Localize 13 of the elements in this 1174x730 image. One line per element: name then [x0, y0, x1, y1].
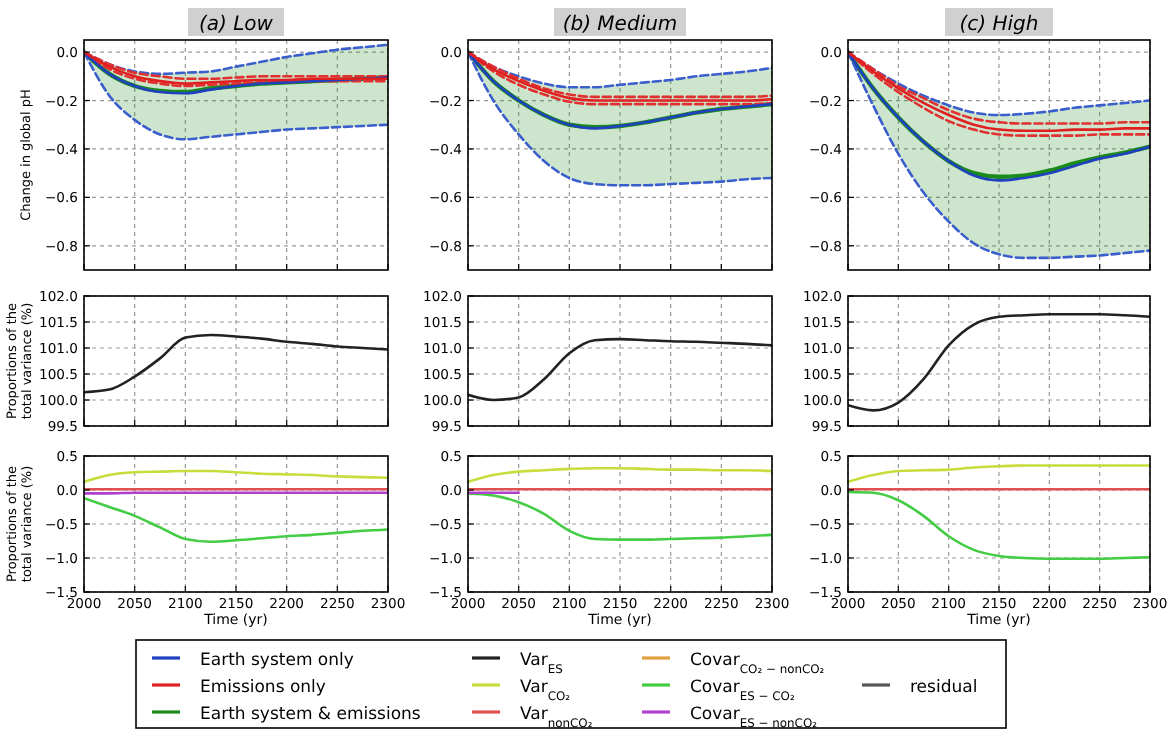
legend-label: Emissions only: [200, 678, 326, 698]
chart-title: (c) High: [959, 14, 1039, 36]
legend-label: residual: [910, 678, 978, 698]
chart-title: (a) Low: [199, 14, 275, 36]
legend-label: Covar$_{CO₂ − nonCO₂}$: [690, 651, 825, 676]
legend-label: Covar$_{ES − CO₂}$: [690, 678, 795, 703]
legend-label: Var$_{nonCO₂}$: [520, 705, 593, 730]
chart-title: (b) Medium: [562, 14, 678, 36]
legend-label: Earth system only: [200, 651, 354, 671]
legend-label: Covar$_{ES − nonCO₂}$: [690, 705, 818, 730]
legend-label: Var$_{CO₂}$: [520, 678, 571, 703]
legend-label: Earth system & emissions: [200, 705, 422, 725]
legend-label: Var$_{ES}$: [520, 651, 564, 676]
